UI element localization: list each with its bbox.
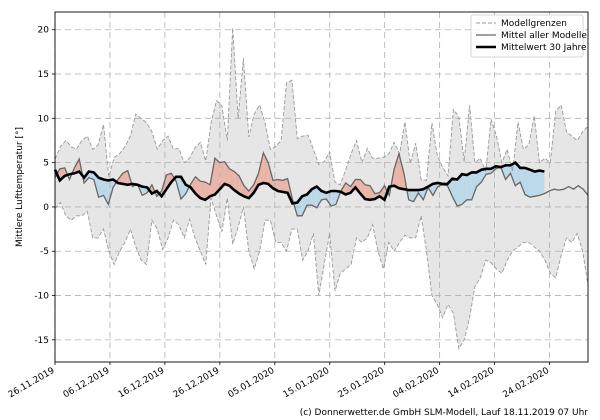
x-tick-label: 26.12.2019 [172,366,222,401]
x-tick-label: 25.01.2020 [337,366,387,401]
warm-anomaly-fill [244,185,249,199]
warm-anomaly-fill [122,170,128,185]
warm-anomaly-fill [282,178,288,193]
cold-anomaly-fill [520,167,525,195]
warm-anomaly-fill [205,182,211,200]
y-tick-label: 10 [38,114,50,124]
warm-anomaly-fill [219,161,225,190]
cold-anomaly-fill [408,190,414,202]
warm-anomaly-fill [234,171,240,194]
cold-anomaly-fill [452,178,458,207]
y-tick-label: 5 [43,159,49,169]
cold-anomaly-fill [103,179,109,205]
warm-anomaly-fill [214,158,220,195]
warm-anomaly-fill [59,167,65,181]
cold-anomaly-fill [316,186,322,208]
cold-anomaly-fill [98,177,104,198]
cold-anomaly-fill [302,194,307,216]
upper-limit-line [54,27,589,186]
warm-anomaly-fill [229,168,235,191]
y-tick-label: 0 [43,203,49,213]
y-tick-label: 15 [38,70,49,80]
x-tick-label: 24.02.2020 [501,366,551,401]
warm-anomaly-fill [118,173,123,184]
y-tick-label: 20 [38,26,50,36]
y-tick-label: -15 [34,336,49,346]
credit-text: (c) Donnerwetter.de GmbH SLM-Modell, Lau… [300,408,589,418]
y-tick-label: -10 [34,292,49,302]
legend-label: Mittelwert 30 Jahre [501,43,587,53]
legend-label: Modellgrenzen [501,19,567,29]
warm-anomaly-fill [239,175,244,197]
warm-anomaly-fill [277,179,283,192]
cold-anomaly-fill [534,170,540,197]
legend-box [470,14,584,58]
cold-anomaly-fill [525,167,530,198]
x-tick-label: 26.11.2019 [7,366,57,401]
warm-anomaly-fill [200,181,206,200]
cold-anomaly-fill [466,172,472,200]
warm-anomaly-fill [258,152,264,185]
x-tick-label: 14.02.2020 [446,366,496,401]
cold-anomaly-fill [529,169,535,198]
warm-anomaly-fill [253,173,259,193]
model-range-band [55,27,588,349]
x-tick-label: 06.12.2019 [62,366,112,401]
warm-anomaly-fill [195,176,201,199]
cold-anomaly-fill [457,174,462,207]
cold-anomaly-fill [481,168,487,183]
cold-anomaly-fill [311,186,317,208]
warm-anomaly-fill [350,179,356,193]
cold-anomaly-fill [471,172,477,200]
y-axis-label: Mittlere Lufttemperatur [°] [15,127,25,247]
cold-anomaly-fill [331,191,336,207]
warm-anomaly-fill [370,185,375,200]
x-tick-label: 04.02.2020 [392,366,442,401]
warm-anomaly-fill [190,176,196,194]
warm-anomaly-fill [365,184,370,200]
cold-anomaly-fill [539,170,545,196]
climatology-line [53,160,545,205]
cold-anomaly-fill [505,165,511,180]
cold-anomaly-fill [181,176,186,199]
legend-label: Mittel aller Modelle [501,31,587,41]
lower-limit-line [54,197,589,350]
x-tick-label: 16.12.2019 [117,366,167,401]
warm-anomaly-fill [248,184,254,199]
y-tick-label: -5 [40,247,49,257]
legend: Modellgrenzen Mittel aller Modelle Mittelw… [470,14,587,58]
plot-frame [54,11,589,363]
x-tick-label: 15.01.2020 [282,366,332,401]
x-tick-label: 05.01.2020 [227,366,277,401]
cold-anomaly-fill [462,174,467,205]
cold-anomaly-fill [486,168,492,175]
